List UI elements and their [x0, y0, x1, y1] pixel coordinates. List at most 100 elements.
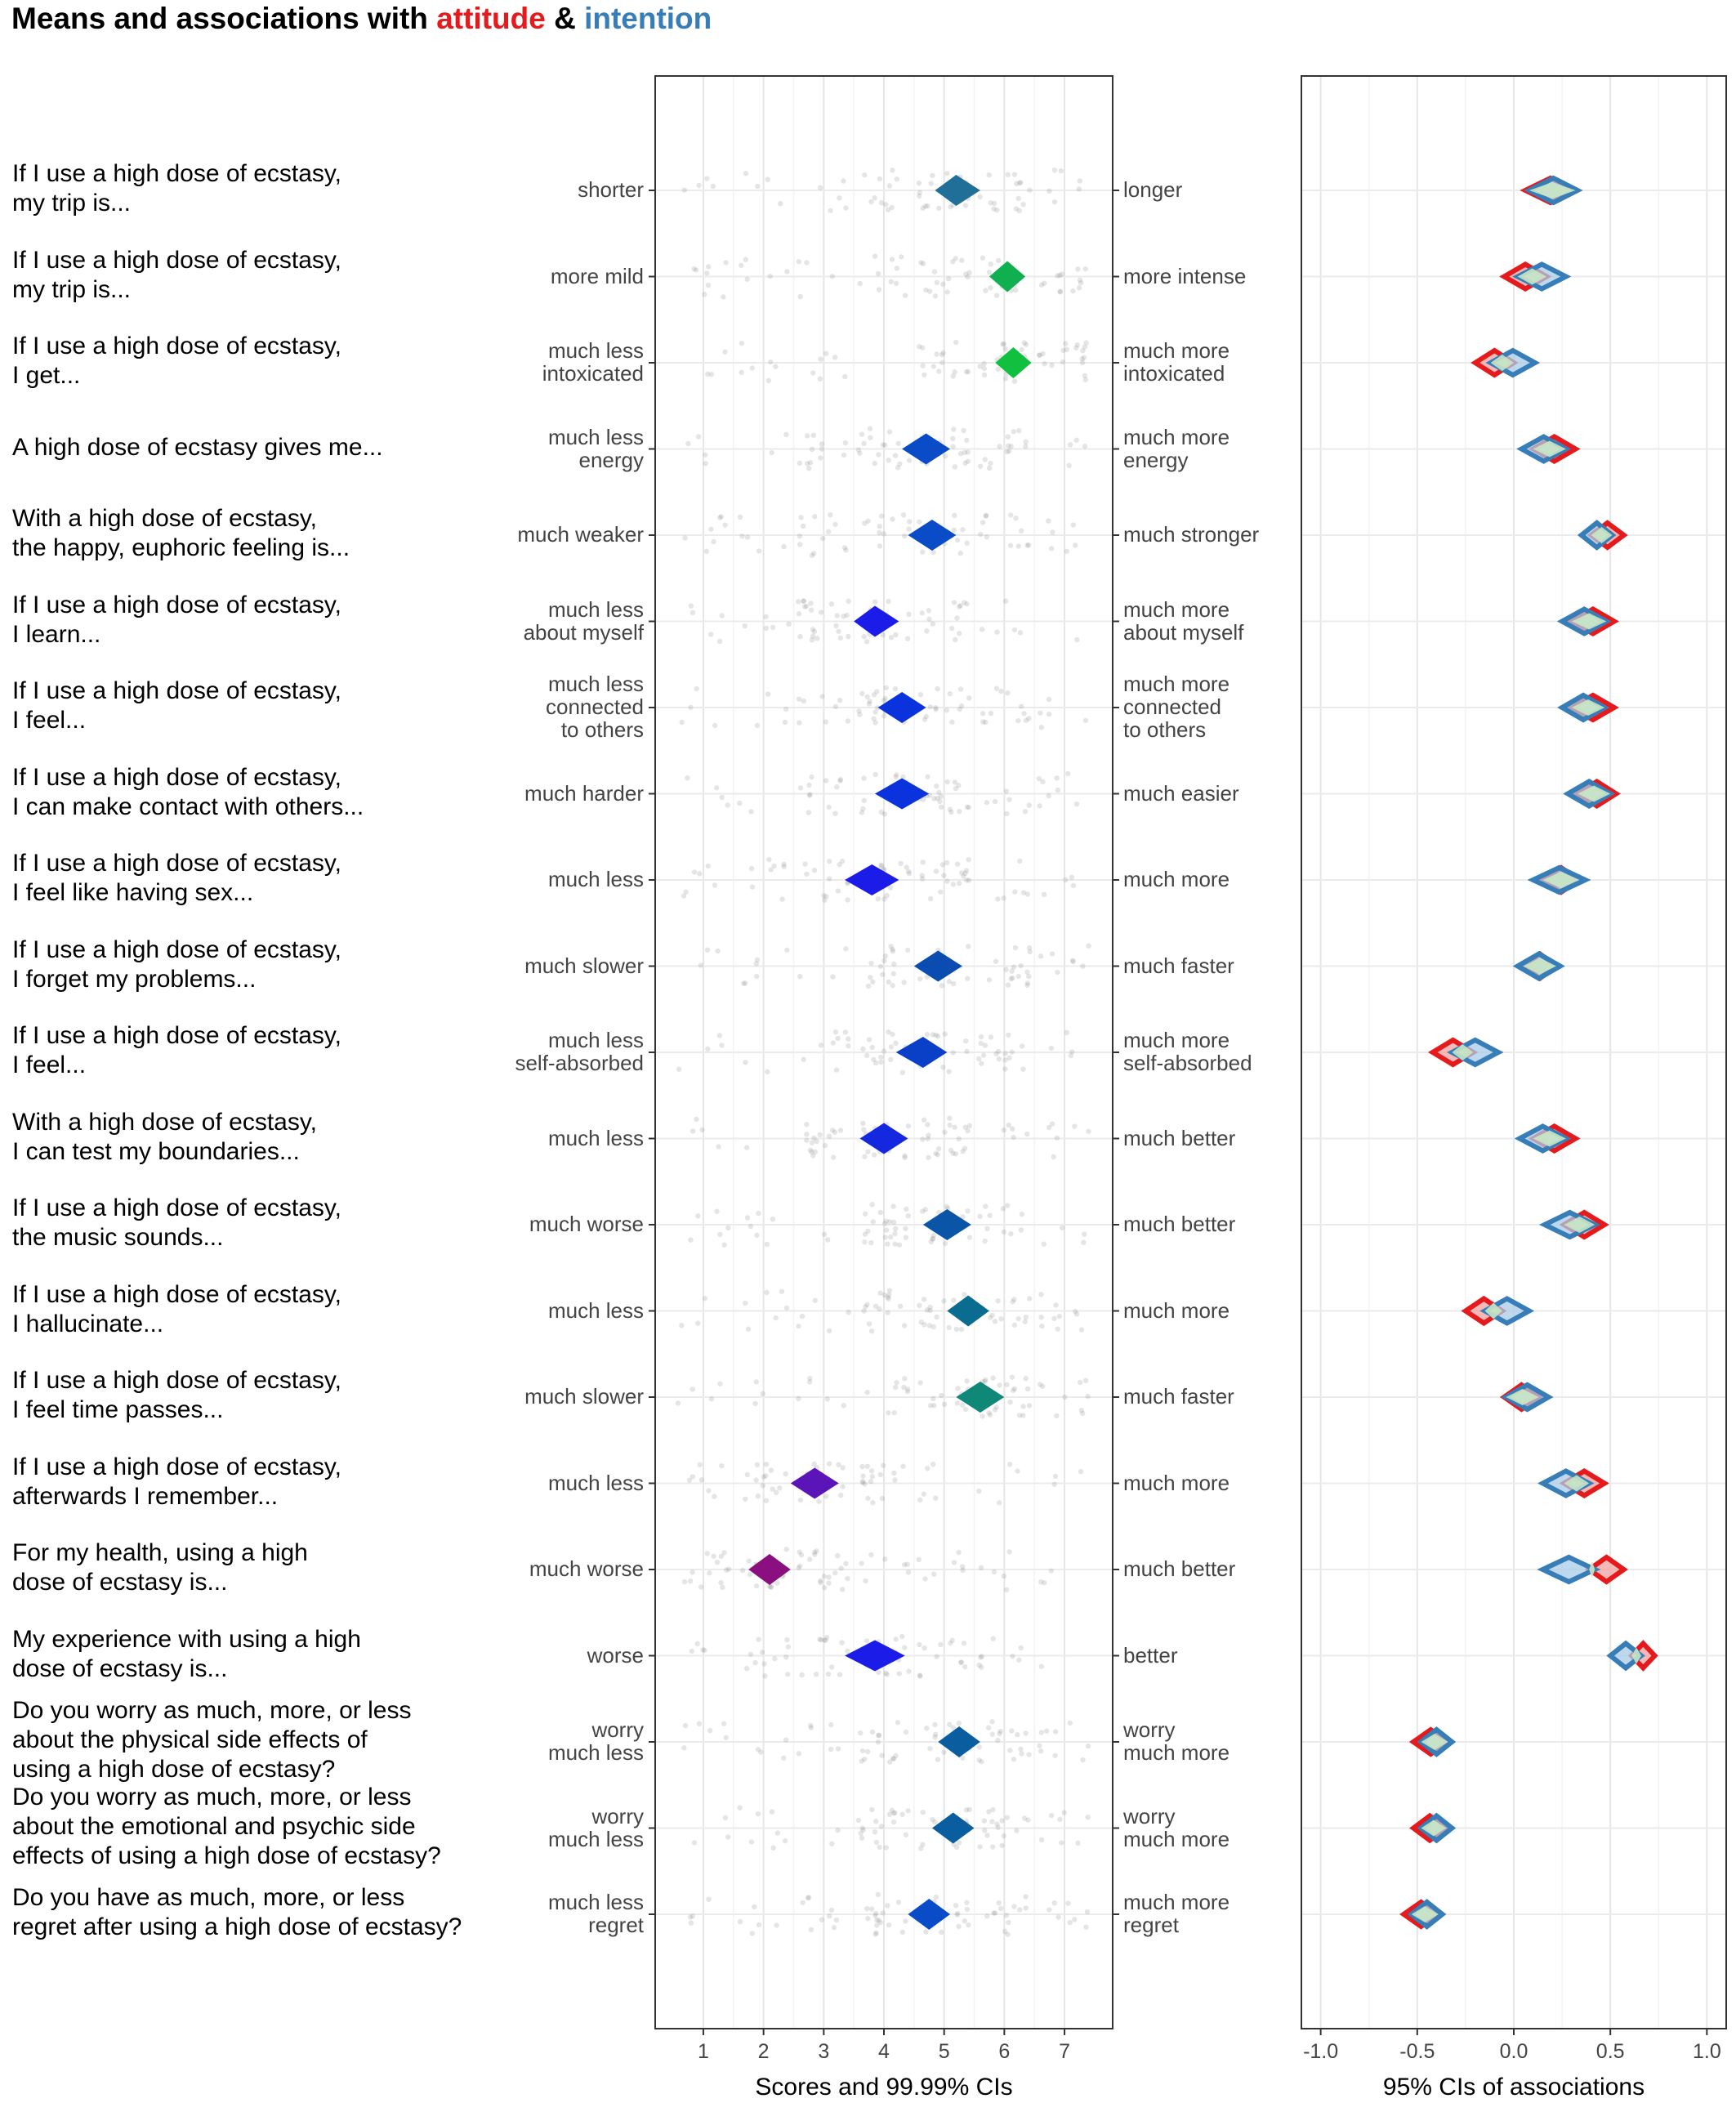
score-point — [868, 199, 874, 205]
score-point — [888, 1044, 895, 1050]
score-point — [859, 690, 865, 697]
score-point — [1055, 1326, 1060, 1332]
score-point — [1073, 801, 1080, 807]
score-point — [930, 1461, 936, 1467]
score-point — [933, 868, 939, 874]
score-point — [1066, 462, 1072, 469]
score-point — [964, 601, 970, 607]
score-point — [809, 774, 814, 780]
left-anchor-label: more mild — [550, 263, 644, 288]
score-point — [809, 446, 815, 453]
score-point — [689, 609, 696, 616]
score-point — [881, 1462, 886, 1468]
score-point — [966, 805, 972, 810]
score-point — [770, 1486, 775, 1492]
score-point — [902, 533, 908, 539]
score-point — [1007, 1462, 1013, 1467]
score-point — [904, 1389, 911, 1395]
question-label: My experience with using a high dose of … — [12, 1625, 361, 1682]
score-point — [976, 1662, 982, 1668]
score-point — [689, 1474, 696, 1480]
score-point — [763, 1462, 770, 1467]
score-point — [878, 200, 885, 206]
score-point — [895, 440, 901, 446]
score-point — [882, 695, 888, 702]
score-point — [881, 713, 887, 719]
score-point — [804, 433, 810, 439]
score-point — [922, 372, 927, 378]
score-point — [949, 1637, 955, 1644]
score-point — [965, 1127, 971, 1134]
score-point — [917, 1673, 923, 1679]
score-point — [995, 1298, 1001, 1304]
score-point — [812, 1552, 818, 1557]
score-point — [832, 1129, 838, 1135]
score-point — [783, 1547, 789, 1552]
score-point — [890, 949, 896, 954]
score-point — [930, 621, 936, 627]
score-point — [951, 600, 957, 605]
score-point — [1009, 1374, 1015, 1380]
score-point — [876, 1732, 881, 1739]
question-label: If I use a high dose of ecstasy, I feel … — [12, 1367, 342, 1423]
score-point — [696, 1721, 703, 1726]
score-point — [1055, 273, 1060, 279]
question-label: If I use a high dose of ecstasy, I hallu… — [12, 1280, 342, 1337]
score-point — [995, 1737, 1001, 1744]
score-point — [872, 461, 877, 467]
score-point — [845, 718, 850, 724]
score-point — [1080, 1757, 1086, 1763]
score-point — [1017, 630, 1024, 636]
score-point — [993, 292, 1000, 298]
score-point — [893, 1040, 899, 1047]
score-point — [957, 603, 964, 609]
score-point — [1046, 711, 1052, 717]
score-point — [1085, 1815, 1091, 1820]
score-point — [835, 1552, 841, 1559]
score-point — [743, 1300, 748, 1306]
score-point — [980, 711, 986, 717]
score-point — [875, 895, 881, 902]
score-point — [764, 1241, 770, 1248]
score-point — [827, 876, 832, 882]
score-point — [689, 1386, 695, 1392]
score-point — [906, 526, 912, 532]
score-point — [835, 888, 841, 894]
score-point — [921, 1491, 927, 1497]
overlap-diamond — [1528, 182, 1576, 199]
score-point — [868, 1468, 875, 1474]
score-point — [866, 1037, 872, 1043]
score-point — [1016, 1657, 1022, 1663]
score-point — [762, 1673, 768, 1679]
score-point — [957, 686, 964, 692]
score-point — [917, 344, 922, 350]
score-point — [950, 882, 957, 887]
assoc-x-axis-label: 95% CIs of associations — [1383, 2074, 1645, 2101]
score-point — [695, 1213, 701, 1219]
score-point — [744, 1215, 751, 1221]
score-point — [1026, 802, 1032, 808]
score-point — [896, 1242, 903, 1248]
score-point — [1002, 376, 1009, 382]
right-anchor-label: much more — [1123, 1470, 1230, 1495]
score-point — [1077, 178, 1082, 184]
score-point — [811, 1135, 817, 1141]
score-point — [821, 1585, 828, 1591]
score-point — [722, 1815, 729, 1821]
score-point — [753, 1477, 759, 1483]
question-label: If I use a high dose of ecstasy, my trip… — [12, 160, 342, 217]
score-point — [1011, 964, 1017, 970]
score-point — [714, 1208, 720, 1214]
score-point — [1024, 891, 1031, 897]
overlap-diamond — [1542, 872, 1580, 888]
score-point — [1067, 442, 1073, 448]
score-point — [1047, 1907, 1052, 1913]
score-point — [890, 1756, 897, 1761]
score-point — [1057, 289, 1064, 295]
score-point — [1002, 1066, 1008, 1072]
score-point — [698, 1584, 704, 1590]
score-point — [892, 1477, 898, 1483]
score-point — [965, 976, 971, 981]
score-point — [996, 1056, 1002, 1062]
score-point — [881, 958, 887, 964]
